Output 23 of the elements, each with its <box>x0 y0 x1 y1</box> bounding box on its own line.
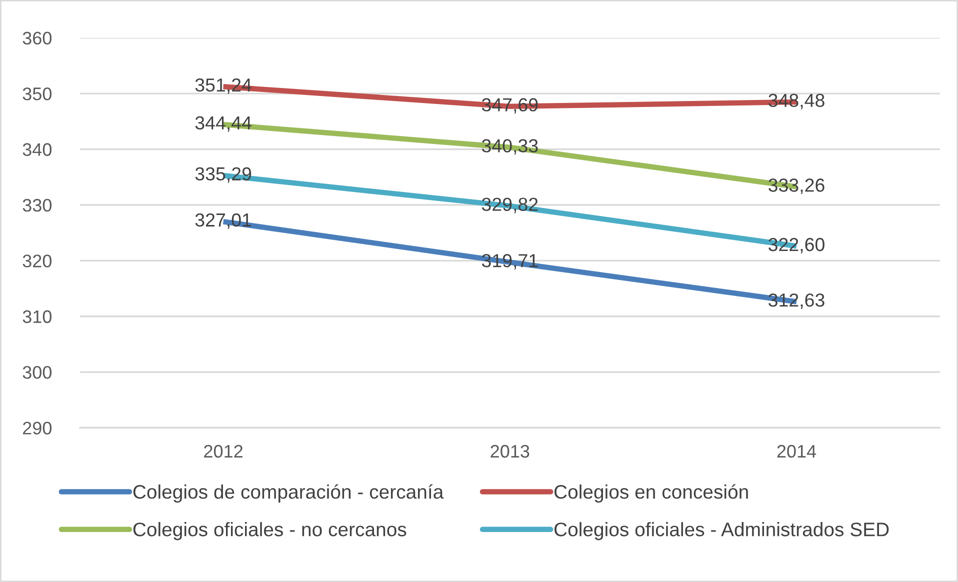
x-tick-label: 2013 <box>490 444 530 458</box>
data-label: 351,24 <box>195 78 252 94</box>
data-label: 322,60 <box>768 238 824 254</box>
y-tick-label: 310 <box>22 310 52 324</box>
x-tick-label: 2012 <box>204 444 242 458</box>
data-label: 333,26 <box>768 178 824 194</box>
data-label: 335,29 <box>195 167 252 183</box>
y-tick-label: 330 <box>22 198 52 212</box>
y-tick-label: 360 <box>22 32 52 45</box>
legend-label: Colegios oficiales - Administrados SED <box>554 522 889 540</box>
data-label: 348,48 <box>768 94 824 110</box>
legend-label: Colegios oficiales - no cercanos <box>133 522 406 540</box>
y-tick-label: 350 <box>22 87 52 100</box>
y-tick-label: 340 <box>22 143 52 156</box>
legend-label: Colegios de comparación - cercanía <box>133 484 444 503</box>
y-tick-label: 290 <box>23 422 52 434</box>
x-tick-label: 2014 <box>777 444 816 458</box>
data-label: 312,63 <box>768 293 824 309</box>
y-tick-label: 320 <box>22 254 52 268</box>
legend-label: Colegios en concesión <box>554 484 748 503</box>
y-tick-label: 300 <box>22 366 52 379</box>
data-label: 344,44 <box>195 116 252 132</box>
data-label: 327,01 <box>195 213 252 229</box>
